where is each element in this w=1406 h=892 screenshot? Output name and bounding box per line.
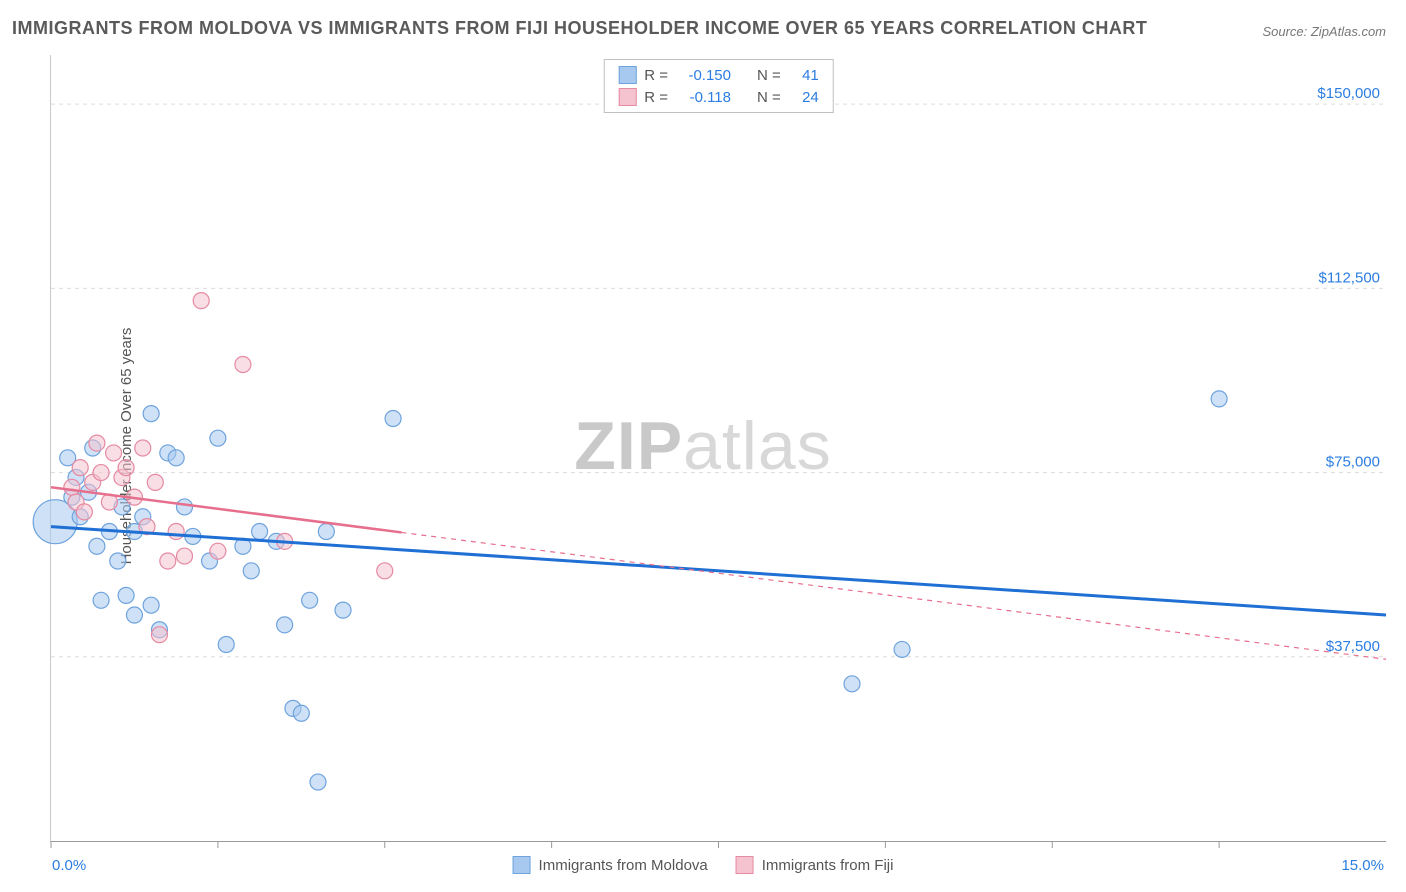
legend-series-label: Immigrants from Fiji <box>762 857 894 874</box>
legend-stat-row: R = -0.118 N = 24 <box>618 86 819 108</box>
legend-stats: R = -0.150 N = 41 R = -0.118 N = 24 <box>603 59 834 113</box>
legend-series-item: Immigrants from Moldova <box>513 856 708 874</box>
legend-swatch <box>513 856 531 874</box>
chart-plot-area: $37,500$75,000$112,500$150,000 R =-0.150… <box>50 55 1386 842</box>
legend-series-label: Immigrants from Moldova <box>539 857 708 874</box>
legend-r-value: -0.150 <box>676 67 731 84</box>
svg-text:$112,500: $112,500 <box>1319 269 1380 286</box>
source-label: Source: ZipAtlas.com <box>1262 24 1386 39</box>
legend-r-label: R = <box>644 89 668 106</box>
legend-swatch <box>618 88 636 106</box>
legend-n-label: N = <box>757 67 781 84</box>
legend-r-value: -0.118 <box>676 89 731 106</box>
svg-text:$75,000: $75,000 <box>1326 454 1380 471</box>
x-axis-max-label: 15.0% <box>1341 857 1384 874</box>
legend-r-label: R = <box>644 67 668 84</box>
legend-stat-row: R = -0.150 N = 41 <box>618 64 819 86</box>
legend-n-value: 24 <box>789 89 819 106</box>
svg-text:$150,000: $150,000 <box>1317 85 1380 102</box>
chart-title: IMMIGRANTS FROM MOLDOVA VS IMMIGRANTS FR… <box>12 18 1147 39</box>
legend-swatch <box>736 856 754 874</box>
legend-n-value: 41 <box>789 67 819 84</box>
scatter-plot-svg: $37,500$75,000$112,500$150,000 <box>51 55 1386 841</box>
legend-swatch <box>618 66 636 84</box>
legend-series: Immigrants from Moldova Immigrants from F… <box>513 856 894 874</box>
legend-n-label: N = <box>757 89 781 106</box>
legend-series-item: Immigrants from Fiji <box>736 856 894 874</box>
x-axis-min-label: 0.0% <box>52 857 86 874</box>
